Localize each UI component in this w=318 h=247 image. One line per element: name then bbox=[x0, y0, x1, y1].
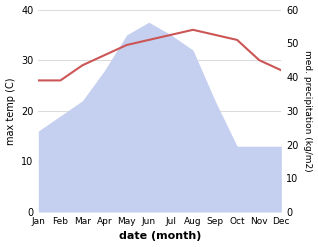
Y-axis label: med. precipitation (kg/m2): med. precipitation (kg/m2) bbox=[303, 50, 313, 172]
X-axis label: date (month): date (month) bbox=[119, 231, 201, 242]
Y-axis label: max temp (C): max temp (C) bbox=[5, 77, 16, 144]
